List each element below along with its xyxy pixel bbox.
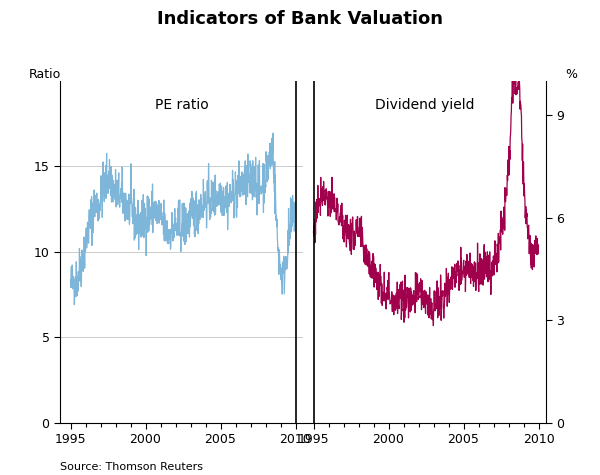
- Text: Indicators of Bank Valuation: Indicators of Bank Valuation: [157, 10, 443, 28]
- Text: Source: Thomson Reuters: Source: Thomson Reuters: [60, 462, 203, 472]
- Text: Dividend yield: Dividend yield: [375, 98, 474, 112]
- Text: %: %: [566, 68, 578, 81]
- Text: PE ratio: PE ratio: [155, 98, 208, 112]
- Text: Ratio: Ratio: [28, 68, 61, 81]
